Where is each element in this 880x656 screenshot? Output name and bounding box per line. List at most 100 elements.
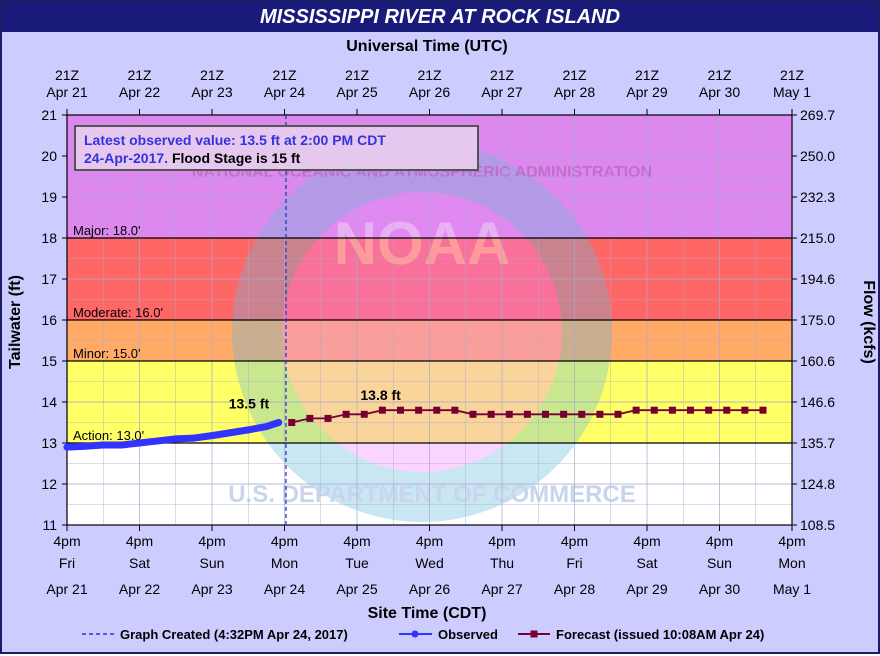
bottom-tick-label: 4pm bbox=[416, 533, 443, 549]
right-tick-label: 250.0 bbox=[800, 148, 835, 164]
observed-point bbox=[172, 435, 180, 443]
forecast-point bbox=[668, 406, 676, 414]
top-tick-label: 21Z bbox=[707, 67, 732, 83]
forecast-point bbox=[397, 406, 404, 414]
forecast-label: 13.8 ft bbox=[360, 387, 401, 403]
forecast-point bbox=[650, 406, 658, 414]
top-tick-label: 21Z bbox=[345, 67, 370, 83]
top-tick-label: Apr 25 bbox=[336, 84, 377, 100]
bottom-tick-label: Tue bbox=[345, 555, 369, 571]
forecast-point bbox=[632, 406, 640, 414]
bottom-tick-label: Apr 28 bbox=[554, 581, 595, 597]
forecast-point bbox=[505, 410, 513, 418]
left-tick-label: 18 bbox=[41, 230, 57, 246]
noaa-bottom-arc-text: U.S. DEPARTMENT OF COMMERCE bbox=[228, 481, 636, 508]
bottom-tick-label: 4pm bbox=[633, 533, 660, 549]
forecast-point bbox=[523, 410, 531, 418]
observed-point bbox=[136, 439, 143, 447]
legend-forecast-label: Forecast (issued 10:08AM Apr 24) bbox=[556, 627, 764, 642]
bottom-tick-label: 4pm bbox=[271, 533, 298, 549]
left-tick-label: 14 bbox=[41, 394, 57, 410]
bottom-tick-label: Apr 25 bbox=[336, 581, 377, 597]
top-tick-label: Apr 22 bbox=[119, 84, 160, 100]
bottom-tick-label: 4pm bbox=[561, 533, 588, 549]
bottom-tick-label: 4pm bbox=[778, 533, 805, 549]
forecast-point bbox=[342, 410, 350, 418]
noaa-logo-text: NOAA bbox=[334, 210, 511, 277]
top-tick-label: 21Z bbox=[272, 67, 297, 83]
right-tick-label: 232.3 bbox=[800, 189, 835, 205]
bottom-tick-label: Sun bbox=[707, 555, 732, 571]
observed-point bbox=[117, 441, 125, 449]
right-axis-title: Flow (kcfs) bbox=[860, 280, 877, 364]
bottom-tick-label: Sat bbox=[636, 555, 657, 571]
forecast-point bbox=[542, 410, 549, 418]
bottom-tick-label: Mon bbox=[271, 555, 298, 571]
forecast-point bbox=[324, 414, 332, 422]
forecast-point bbox=[614, 410, 622, 418]
forecast-point bbox=[360, 410, 368, 418]
forecast-point bbox=[378, 406, 386, 414]
noaa-logo-ring bbox=[232, 142, 612, 522]
forecast-point bbox=[759, 406, 767, 414]
bottom-tick-label: Apr 23 bbox=[191, 581, 232, 597]
bottom-tick-label: Fri bbox=[59, 555, 75, 571]
observed-point bbox=[81, 442, 89, 450]
bottom-tick-label: Apr 21 bbox=[46, 581, 87, 597]
left-tick-label: 11 bbox=[42, 517, 57, 533]
legend-created-label: Graph Created (4:32PM Apr 24, 2017) bbox=[120, 627, 348, 642]
bottom-tick-label: Apr 26 bbox=[409, 581, 450, 597]
top-tick-label: 21Z bbox=[562, 67, 587, 83]
bottom-tick-label: 4pm bbox=[706, 533, 733, 549]
left-axis-title: Tailwater (ft) bbox=[7, 275, 24, 369]
right-tick-label: 124.8 bbox=[800, 476, 835, 492]
left-tick-label: 19 bbox=[41, 189, 57, 205]
left-tick-label: 20 bbox=[41, 148, 57, 164]
forecast-point bbox=[469, 410, 477, 418]
bottom-tick-label: May 1 bbox=[773, 581, 811, 597]
observed-point bbox=[190, 434, 198, 442]
right-tick-label: 194.6 bbox=[800, 271, 835, 287]
observed-label: 13.5 ft bbox=[229, 396, 270, 412]
observed-point bbox=[275, 419, 283, 426]
forecast-point bbox=[306, 414, 314, 422]
legend-forecast-marker bbox=[530, 630, 538, 638]
top-tick-label: Apr 24 bbox=[264, 84, 305, 100]
bottom-tick-label: Sun bbox=[200, 555, 225, 571]
forecast-point bbox=[288, 419, 296, 426]
latest-observed-text: Latest observed value: 13.5 ft at 2:00 P… bbox=[84, 132, 386, 148]
level-label-moderate: Moderate: 16.0' bbox=[73, 305, 163, 320]
bottom-tick-label: 4pm bbox=[343, 533, 370, 549]
bottom-tick-label: Apr 29 bbox=[626, 581, 667, 597]
left-tick-label: 17 bbox=[41, 271, 57, 287]
top-tick-label: 21Z bbox=[490, 67, 515, 83]
left-tick-label: 12 bbox=[41, 476, 57, 492]
forecast-point bbox=[723, 406, 731, 414]
flood-stage-text: Flood Stage is 15 ft bbox=[171, 150, 301, 166]
bottom-tick-label: Apr 22 bbox=[119, 581, 160, 597]
legend-observed-marker bbox=[411, 630, 419, 638]
right-tick-label: 146.6 bbox=[800, 394, 835, 410]
top-tick-label: Apr 26 bbox=[409, 84, 450, 100]
bottom-tick-label: 4pm bbox=[126, 533, 153, 549]
forecast-point bbox=[433, 406, 441, 414]
latest-observation-box: Latest observed value: 13.5 ft at 2:00 P… bbox=[74, 125, 479, 171]
latest-observed-date: 24-Apr-2017. bbox=[84, 150, 169, 166]
bottom-tick-label: Mon bbox=[778, 555, 805, 571]
right-tick-label: 108.5 bbox=[800, 517, 835, 533]
left-tick-label: 15 bbox=[41, 353, 57, 369]
top-tick-label: Apr 23 bbox=[191, 84, 232, 100]
observed-point bbox=[154, 437, 162, 445]
bottom-tick-label: 4pm bbox=[53, 533, 80, 549]
right-tick-label: 215.0 bbox=[800, 230, 835, 246]
legend-observed-label: Observed bbox=[438, 627, 498, 642]
top-tick-label: Apr 28 bbox=[554, 84, 595, 100]
bottom-tick-label: 4pm bbox=[198, 533, 225, 549]
forecast-point bbox=[741, 406, 749, 414]
forecast-point bbox=[560, 410, 568, 418]
forecast-point bbox=[487, 410, 495, 418]
right-tick-label: 160.6 bbox=[800, 353, 835, 369]
level-label-major: Major: 18.0' bbox=[73, 223, 141, 238]
